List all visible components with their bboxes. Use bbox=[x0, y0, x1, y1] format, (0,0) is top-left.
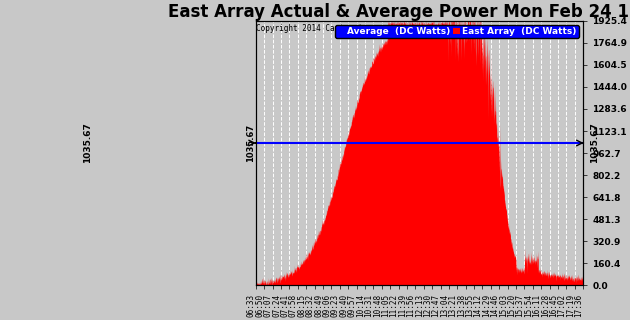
Text: Copyright 2014 Cartronics.com: Copyright 2014 Cartronics.com bbox=[256, 24, 391, 33]
Text: 1035.67: 1035.67 bbox=[246, 124, 255, 162]
Text: 1035.67: 1035.67 bbox=[590, 123, 598, 164]
Text: 1035.67: 1035.67 bbox=[83, 123, 92, 164]
Title: East Array Actual & Average Power Mon Feb 24 17:37: East Array Actual & Average Power Mon Fe… bbox=[168, 3, 630, 21]
Legend: Average  (DC Watts), East Array  (DC Watts): Average (DC Watts), East Array (DC Watts… bbox=[335, 26, 579, 38]
